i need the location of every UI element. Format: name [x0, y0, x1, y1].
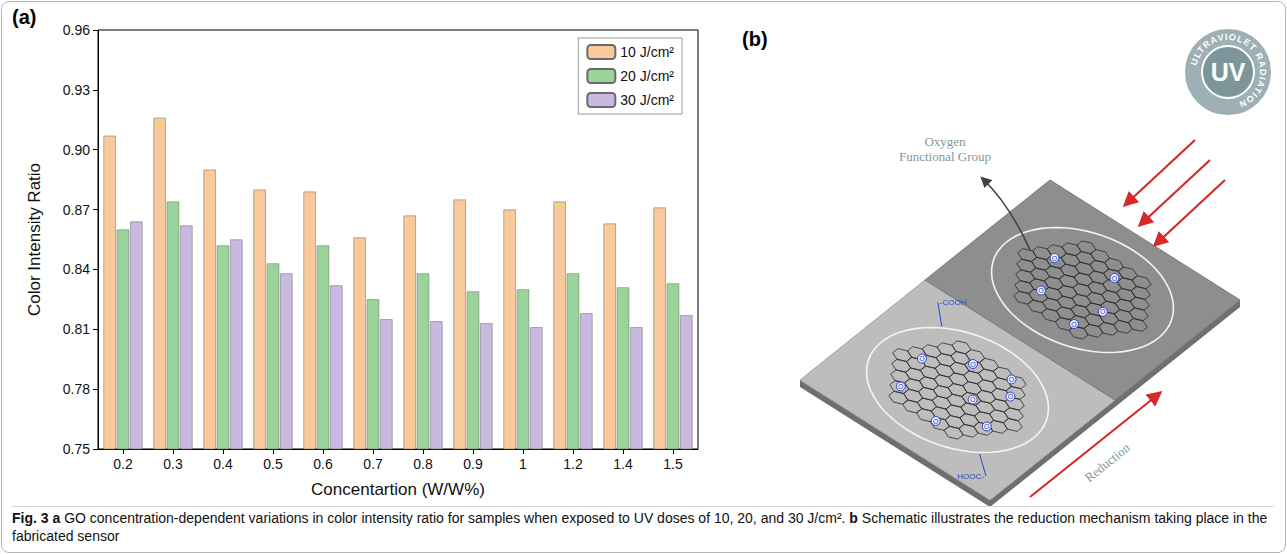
svg-text:O: O	[984, 423, 990, 430]
svg-text:1.5: 1.5	[663, 456, 683, 472]
svg-text:0.4: 0.4	[213, 456, 233, 472]
svg-text:O: O	[1052, 255, 1058, 262]
svg-text:O: O	[919, 355, 925, 362]
svg-text:O: O	[1100, 308, 1106, 315]
svg-text:10 J/cm²: 10 J/cm²	[620, 44, 674, 60]
svg-text:0.8: 0.8	[413, 456, 433, 472]
svg-text:1.2: 1.2	[563, 456, 583, 472]
svg-text:O: O	[1008, 393, 1014, 400]
svg-text:0.2: 0.2	[113, 456, 133, 472]
svg-text:O: O	[1071, 321, 1077, 328]
svg-text:(b): (b)	[742, 28, 768, 50]
svg-text:0.3: 0.3	[163, 456, 183, 472]
svg-text:Concentartion (W/W%): Concentartion (W/W%)	[311, 480, 485, 499]
svg-text:Color Intensity Ratio: Color Intensity Ratio	[25, 163, 44, 316]
svg-text:O: O	[1009, 376, 1015, 383]
svg-text:30 J/cm²: 30 J/cm²	[620, 92, 674, 108]
svg-text:O: O	[1112, 275, 1118, 282]
svg-text:OxygenFunctional Group: OxygenFunctional Group	[899, 134, 991, 164]
svg-text:0.96: 0.96	[63, 22, 90, 38]
svg-text:0.75: 0.75	[63, 441, 90, 457]
svg-text:0.9: 0.9	[463, 456, 483, 472]
svg-text:O: O	[1038, 287, 1044, 294]
svg-text:UV: UV	[1211, 58, 1246, 86]
svg-text:O: O	[933, 418, 939, 425]
svg-text:O: O	[898, 383, 904, 390]
svg-text:ULTRAVIOLET RADIATION: ULTRAVIOLET RADIATION	[1189, 32, 1268, 110]
svg-text:0.87: 0.87	[63, 202, 90, 218]
svg-text:0.90: 0.90	[63, 142, 90, 158]
svg-text:(a): (a)	[12, 6, 36, 28]
svg-text:0.81: 0.81	[63, 321, 90, 337]
svg-text:0.6: 0.6	[313, 456, 333, 472]
svg-text:1.4: 1.4	[613, 456, 633, 472]
svg-text:1: 1	[519, 456, 527, 472]
svg-text:0.7: 0.7	[363, 456, 383, 472]
svg-text:O: O	[970, 396, 976, 403]
svg-text:0.78: 0.78	[63, 381, 90, 397]
svg-text:0.84: 0.84	[63, 261, 90, 277]
svg-text:0.93: 0.93	[63, 82, 90, 98]
svg-text:-COOH: -COOH	[940, 298, 967, 307]
svg-text:O: O	[970, 361, 976, 368]
svg-text:20 J/cm²: 20 J/cm²	[620, 68, 674, 84]
html-text:Fig. 3 a GO concentration-depe: Fig. 3 a GO concentration-dependent vari…	[12, 510, 1268, 544]
svg-text:Reduction: Reduction	[1082, 440, 1133, 485]
svg-text:HOOC-: HOOC-	[957, 472, 984, 481]
svg-text:0.5: 0.5	[263, 456, 283, 472]
